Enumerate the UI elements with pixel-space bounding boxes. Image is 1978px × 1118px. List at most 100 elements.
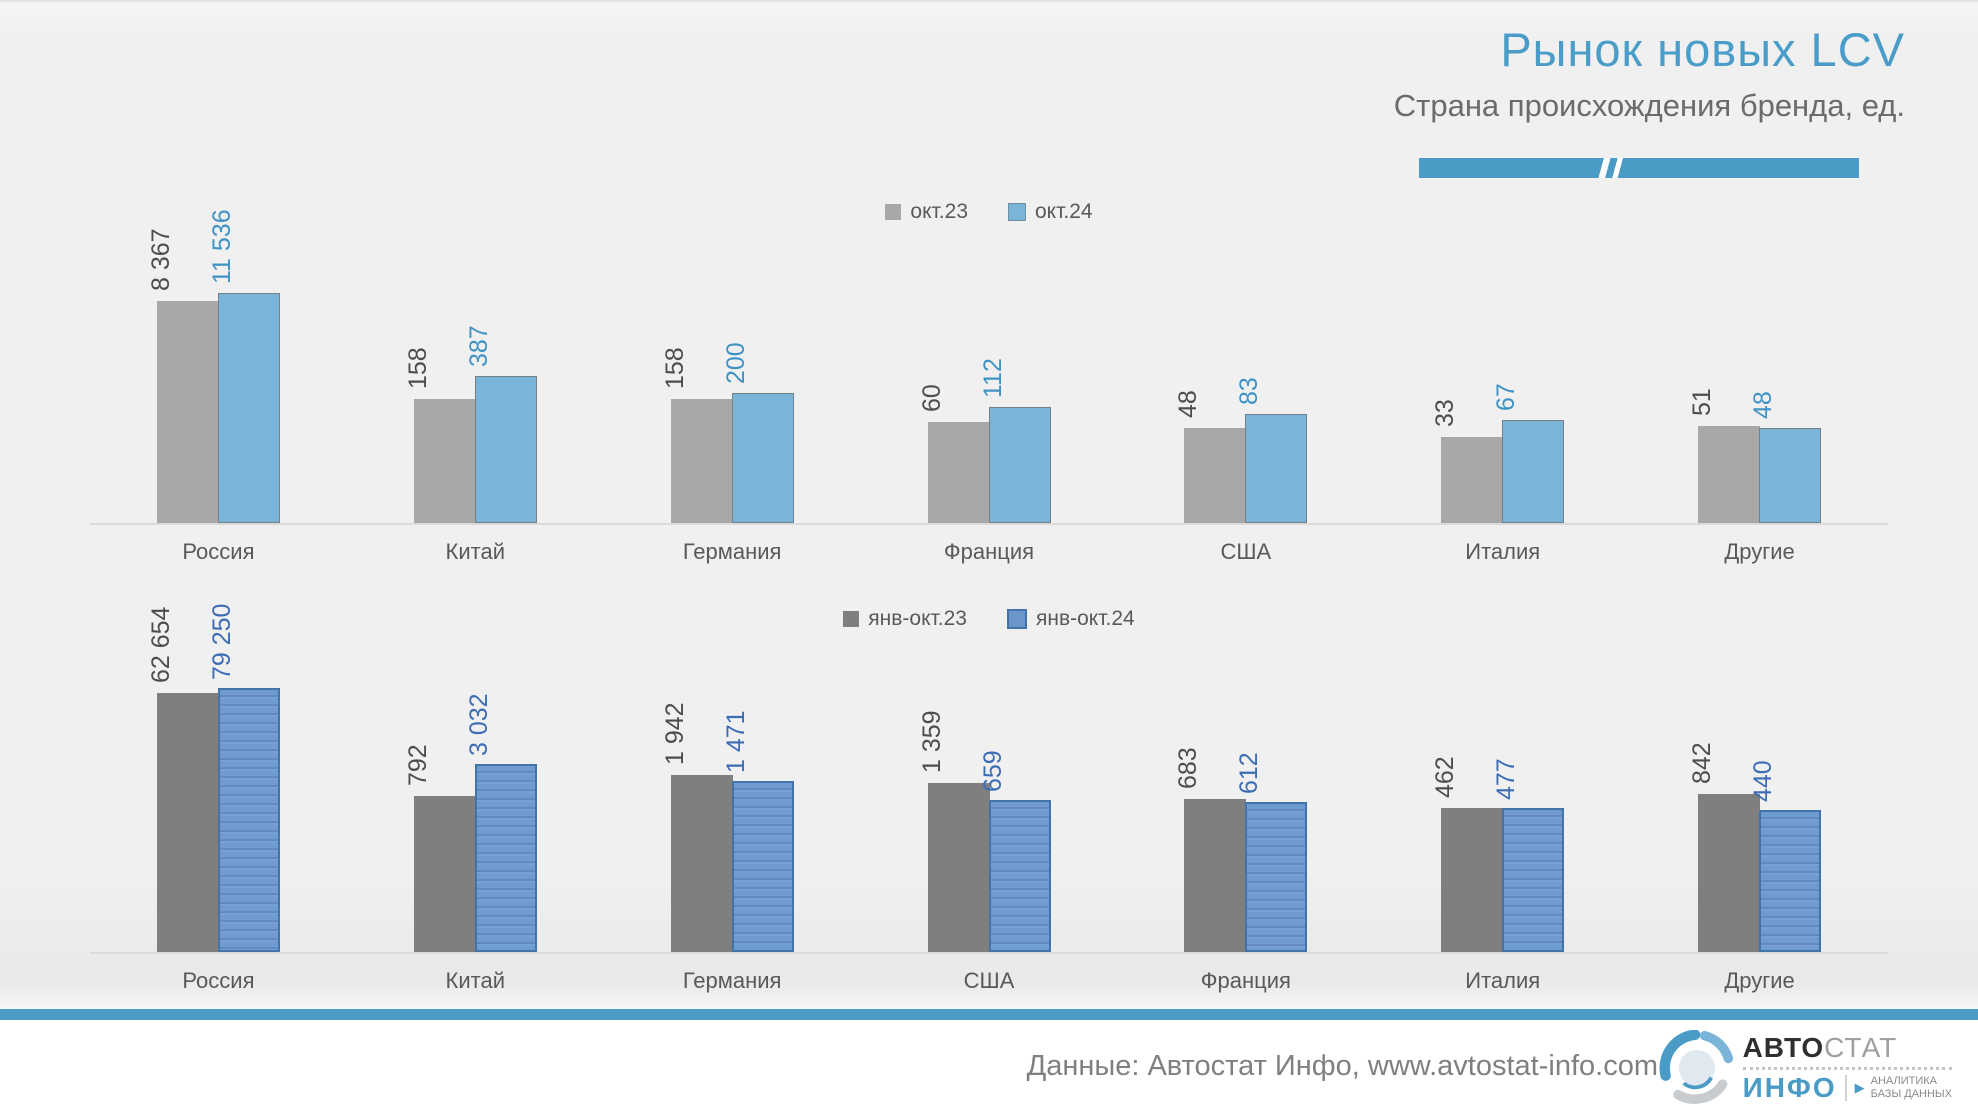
footer-separator-bar [0,1009,1978,1020]
legend-label: окт.24 [1035,200,1093,223]
bar-group: 1 359 659 [861,662,1118,952]
legend-item: окт.24 [1008,200,1093,224]
footer: Данные: Автостат Инфо, www.avtostat-info… [0,1020,1978,1118]
bar: 83 [1235,377,1308,523]
category-label: США [963,968,1015,993]
category-axis-ytd: Россия Китай Германия США Франция Италия Други… [90,968,1888,994]
title-underline-ribbon [1419,158,1859,178]
category-label: Италия [1465,539,1541,564]
category-axis-monthly: Россия Китай Германия Франция США Италия Други… [90,539,1888,565]
bar: 51 [1688,388,1761,523]
bar: 48 [1174,390,1247,523]
bar: 62 654 [147,607,219,952]
bar: 112 [979,358,1051,523]
bar-group: 60 112 [861,213,1118,523]
bar-value-label: 48 [1749,391,1778,419]
category-label: Франция [943,539,1035,564]
legend-monthly: окт.23 окт.24 [90,200,1888,224]
bar-value-label: 48 [1174,390,1203,418]
category-label: Россия [182,968,255,993]
bar: 1 942 [661,702,733,952]
logo-text-block: АВТО СТАТ ИНФО ▶ АНАЛИТИКА БАЗЫ ДАННЫХ [1742,1032,1952,1104]
bar-value-label: 387 [464,325,493,367]
category-label: Китай [445,968,506,993]
legend-swatch [843,611,860,627]
logo-tagline-databases: БАЗЫ ДАННЫХ [1870,1088,1952,1100]
legend-item: янв-окт.23 [843,607,967,631]
bar-value-label: 462 [1431,756,1460,798]
bar-value-label: 842 [1688,742,1717,784]
bar-value-label: 60 [917,384,946,412]
bar-group: 842 440 [1631,662,1888,952]
category-label: Германия [682,539,782,564]
legend-swatch [885,204,902,220]
category-label: Россия [182,539,255,564]
bar: 792 [404,744,476,952]
logo-taglines: АНАЛИТИКА БАЗЫ ДАННЫХ [1871,1075,1952,1101]
bar: 79 250 [208,604,280,952]
bar-value-label: 3 032 [464,693,493,756]
logo-info-label: ИНФО [1742,1072,1837,1103]
bar-group: 462 477 [1374,662,1631,952]
legend-label: янв-окт.23 [868,607,967,630]
bar: 1 359 [918,710,990,952]
bar: 60 [918,384,990,523]
bar: 200 [722,342,794,523]
category-label: Италия [1465,968,1541,993]
bar-value-label: 8 367 [146,228,175,291]
bar-group: 33 67 [1374,213,1631,523]
bar-group: 48 83 [1117,213,1374,523]
bar: 387 [465,325,537,523]
bar-value-label: 112 [978,358,1007,398]
logo-tagline-analytics: АНАЛИТИКА [1870,1075,1937,1087]
bar: 1 471 [722,710,794,952]
bar-value-label: 792 [403,744,432,786]
bar-value-label: 1 471 [721,710,750,773]
legend-item: окт.23 [885,200,968,224]
chart-monthly: окт.23 окт.24 8 367 11 536 158 387 158 200 60 11… [90,155,1888,585]
bar-value-label: 67 [1492,383,1521,411]
logo-dotted-divider [1742,1067,1952,1070]
bar: 440 [1749,760,1822,952]
page-title: Рынок новых LCV [1500,23,1905,76]
bar-group: 158 200 [604,213,861,523]
bar: 842 [1688,742,1761,952]
bar: 612 [1235,752,1308,952]
x-axis-line [90,952,1888,954]
bar: 659 [979,750,1051,952]
bar-value-label: 612 [1235,752,1264,794]
category-label: Другие [1724,968,1795,993]
bar-value-label: 440 [1749,760,1778,802]
bar-group: 51 48 [1631,213,1888,523]
bar: 67 [1492,383,1565,523]
bar-value-label: 51 [1688,388,1717,416]
bar-group: 62 654 79 250 [90,604,347,952]
bar-group: 792 3 032 [347,662,604,952]
logo-line-1: АВТО СТАТ [1743,1032,1952,1064]
chart-ytd: янв-окт.23 янв-окт.24 62 654 79 250 792 3 03… [90,590,1888,1005]
category-label: Германия [682,968,782,993]
bar: 33 [1431,399,1504,523]
bar-value-label: 158 [660,347,689,389]
bar: 477 [1492,758,1565,952]
bar-value-label: 83 [1235,377,1264,405]
bar-value-label: 62 654 [146,606,175,683]
bar-group: 8 367 11 536 [90,209,347,523]
bar-value-label: 33 [1431,399,1460,427]
category-label: Франция [1200,968,1291,993]
bar-group: 683 612 [1117,662,1374,952]
bar: 3 032 [465,693,537,952]
logo-stat-label: СТАТ [1824,1032,1898,1063]
bar-value-label: 1 942 [660,702,689,765]
avtostat-info-logo: АВТО СТАТ ИНФО ▶ АНАЛИТИКА БАЗЫ ДАННЫХ [1659,1030,1952,1106]
bar-value-label: 477 [1492,758,1521,800]
legend-swatch [1007,609,1027,629]
bar-value-label: 659 [978,750,1007,792]
bar: 11 536 [208,209,280,523]
legend-ytd: янв-окт.23 янв-окт.24 [90,607,1888,631]
bar: 683 [1174,747,1247,952]
logo-arrow-icon: ▶ [1854,1080,1865,1095]
bar: 48 [1749,391,1822,523]
plot-monthly: 8 367 11 536 158 387 158 200 60 112 48 83 33 67 51 48 [90,209,1888,523]
